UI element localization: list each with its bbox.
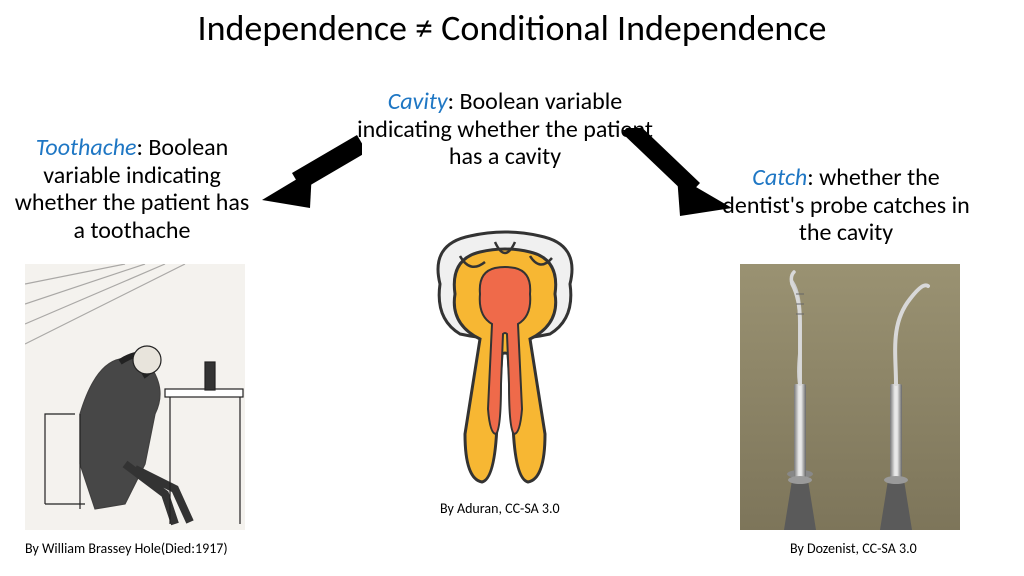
cavity-description: Cavity: Boolean variable indicating whet…	[350, 88, 660, 171]
arrow-left-icon	[262, 130, 362, 210]
catch-attribution: By Dozenist, CC-SA 3.0	[790, 540, 917, 557]
toothache-attribution: By William Brassey Hole(Died:1917)	[25, 540, 228, 557]
toothache-image	[25, 264, 245, 530]
arrow-right-icon	[622, 128, 732, 218]
page-title: Independence ≠ Conditional Independence	[0, 6, 1024, 50]
catch-image	[740, 264, 960, 530]
cavity-attribution: By Aduran, CC-SA 3.0	[440, 500, 560, 517]
toothache-keyword: Toothache	[36, 133, 137, 162]
toothache-description: Toothache: Boolean variable indicating w…	[14, 134, 250, 244]
catch-description: Catch: whether the dentist's probe catch…	[716, 164, 976, 247]
cavity-image	[410, 224, 600, 494]
catch-keyword: Catch	[752, 163, 807, 192]
cavity-keyword: Cavity	[388, 87, 448, 116]
